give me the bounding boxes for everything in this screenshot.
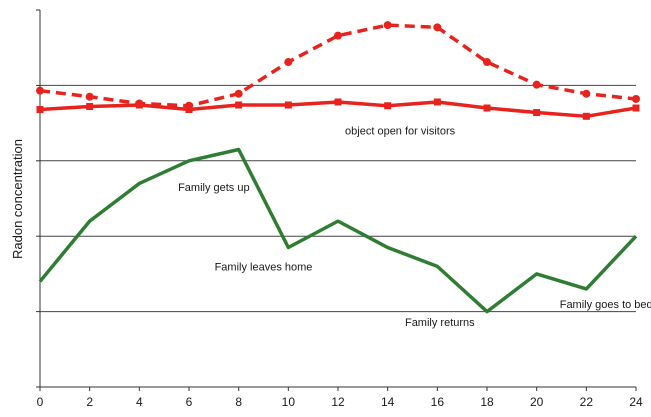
- x-axis-ticks: 0 2 4 6 8 10 12 14 16 18 20 22 24: [37, 387, 643, 409]
- data-point: [632, 104, 640, 112]
- annotation-label: Family gets up: [178, 182, 250, 194]
- x-tick-label: 10: [282, 395, 296, 409]
- x-tick-label: 12: [331, 395, 345, 409]
- data-point: [36, 86, 44, 95]
- data-point: [532, 80, 541, 89]
- series-line-3: [38, 147, 638, 314]
- data-point: [36, 106, 44, 114]
- annotation-label: object open for visitors: [345, 126, 456, 138]
- data-point: [86, 103, 94, 111]
- x-tick-label: 2: [86, 395, 93, 409]
- data-point: [85, 92, 94, 101]
- data-point: [135, 101, 143, 109]
- x-tick-label: 18: [480, 395, 494, 409]
- data-point: [185, 106, 193, 114]
- data-point: [483, 58, 491, 67]
- data-point: [632, 94, 640, 103]
- annotations: object open for visitors Family gets up Fa…: [178, 126, 651, 330]
- data-point: [234, 89, 243, 98]
- x-tick-label: 22: [580, 395, 594, 409]
- x-tick-label: 14: [381, 395, 395, 409]
- annotation-label: Family goes to bed: [560, 299, 651, 311]
- annotation-label: Family returns: [405, 317, 475, 329]
- data-point: [334, 98, 342, 106]
- data-point: [334, 31, 342, 40]
- x-tick-label: 8: [235, 395, 242, 409]
- data-point: [235, 101, 243, 109]
- data-point: [433, 98, 441, 106]
- x-tick-label: 0: [37, 395, 44, 409]
- annotation-label: Family leaves home: [215, 261, 313, 273]
- x-tick-label: 16: [431, 395, 445, 409]
- data-point: [433, 23, 442, 32]
- axes: [36, 9, 636, 388]
- series-group: [36, 21, 640, 314]
- data-point: [582, 112, 590, 120]
- x-tick-label: 24: [629, 395, 643, 409]
- data-point: [284, 101, 292, 109]
- data-point: [533, 109, 541, 117]
- x-tick-label: 6: [186, 395, 193, 409]
- y-axis-label: Radon concentration: [10, 139, 25, 259]
- data-point: [284, 58, 293, 67]
- data-point: [582, 89, 591, 98]
- data-point: [483, 104, 491, 112]
- x-tick-label: 20: [530, 395, 544, 409]
- data-point: [383, 21, 392, 30]
- x-tick-label: 4: [136, 395, 143, 409]
- data-point: [384, 102, 392, 110]
